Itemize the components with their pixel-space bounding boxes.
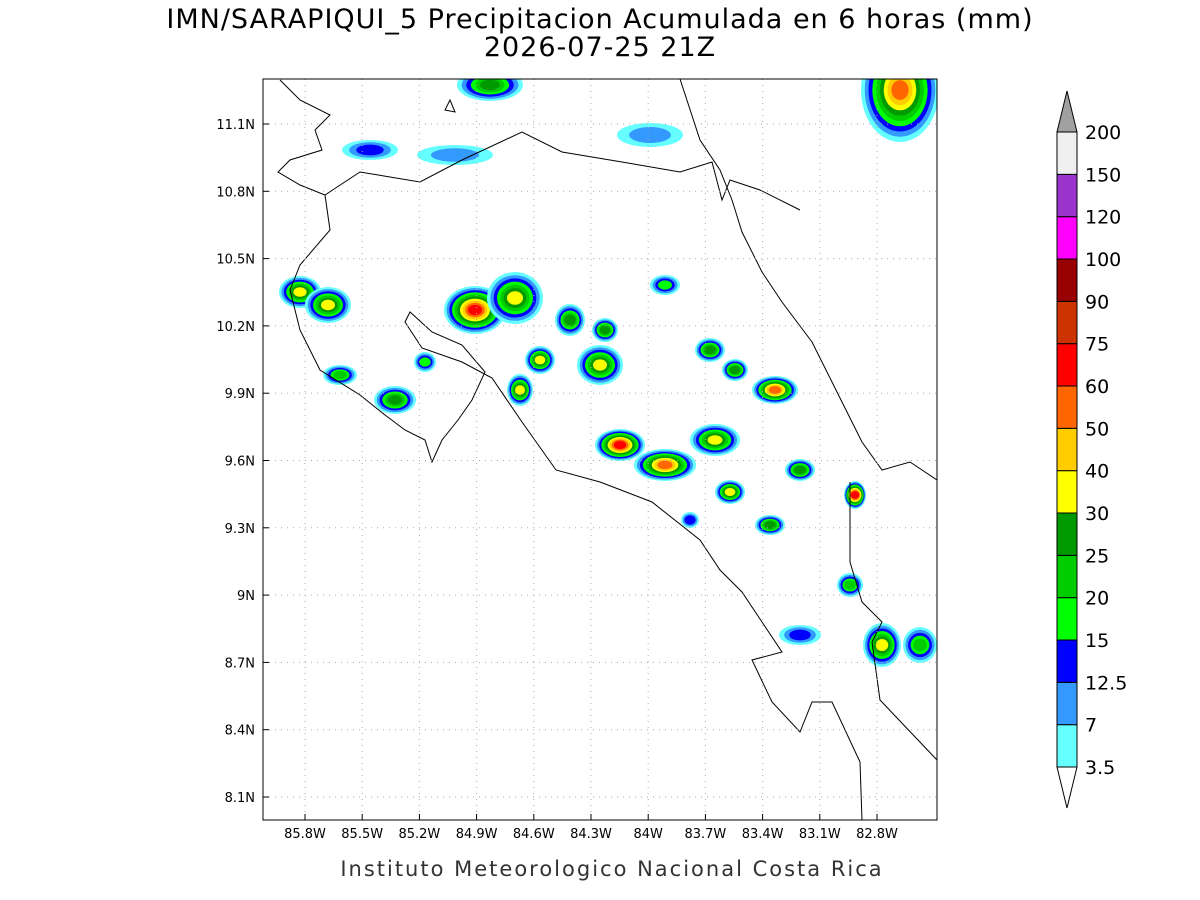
footer: Instituto Meteorologico Nacional Costa R… [340,857,883,881]
colorbar-label: 150 [1085,164,1121,186]
colorbar-box [1056,173,1078,218]
lon-label: 84.6W [513,827,555,842]
colorbar-box [1056,639,1078,683]
colorbar-box [1056,724,1078,768]
rain-cell [764,521,776,529]
lon-label: 82.8W [856,827,898,842]
rain-cell [564,314,576,326]
lon-label: 84.3W [570,827,612,842]
lat-label: 9.9N [225,387,255,402]
colorbar-label: 75 [1085,334,1109,356]
rain-cell [431,148,479,162]
colorbar-label: 20 [1085,588,1109,610]
title: IMN/SARAPIQUI_5 Precipitacion Acumulada … [166,4,1033,35]
lat-label: 8.4N [225,724,255,739]
lon-label: 83.4W [742,827,784,842]
lat-label: 8.7N [225,656,255,671]
colorbar-over [1056,90,1078,133]
precip-field [263,79,937,820]
lon-label: 84.9W [456,827,498,842]
rain-cell [844,580,856,590]
colorbar-box [1056,681,1078,726]
colorbar-box [1056,300,1078,345]
colorbar-box [1056,512,1078,556]
colorbar-label: 25 [1085,545,1109,567]
rain-cell [657,460,673,470]
colorbar-box [1056,385,1078,429]
rain-cell [507,291,523,305]
lon-label: 85.8W [284,827,326,842]
colorbar-label: 30 [1085,503,1109,525]
rain-cell [333,370,347,380]
rain-cell [593,359,607,371]
rain-cell [629,127,671,143]
rain-cell [534,355,546,365]
rain-cell [789,629,811,641]
colorbar-label: 120 [1085,207,1121,229]
rain-cell [684,515,696,525]
rain-cell [480,79,500,91]
lon-label: 83.7W [684,827,726,842]
rain-cell [913,638,927,652]
rain-cell [419,357,431,367]
rain-cell [704,345,716,355]
lon-label: 85.2W [398,827,440,842]
colorbar-label: 100 [1085,249,1121,271]
colorbar-label: 40 [1085,461,1109,483]
rain-cell [599,325,611,335]
rain-cell [321,299,335,311]
lat-label: 10.5N [216,253,255,268]
colorbar-box [1056,470,1078,514]
rain-cell [707,435,723,445]
lat-label: 9.6N [225,455,255,470]
colorbar-label: 12.5 [1085,672,1127,694]
colorbar-box [1056,554,1078,599]
colorbar-label: 60 [1085,376,1109,398]
lat-label: 10.8N [216,185,255,200]
rain-cell [768,386,782,394]
map-frame [262,78,938,821]
rain-cell [515,385,525,395]
colorbar-label: 3.5 [1085,757,1115,779]
lon-label: 83.1W [799,827,841,842]
lat-label: 10.2N [216,320,255,335]
rain-cell [293,287,307,297]
rain-cell [613,441,627,449]
colorbar-label: 50 [1085,418,1109,440]
rain-cell [891,80,909,100]
lat-label: 8.1N [225,791,255,806]
rain-cell [387,395,403,405]
colorbar-box [1056,258,1078,302]
rain-cell [468,304,482,316]
colorbar-box [1056,427,1078,472]
colorbar-label: 15 [1085,630,1109,652]
colorbar-box [1056,343,1078,387]
rain-cell [794,465,806,475]
rain-cell [658,280,672,290]
lat-label: 9N [237,589,255,604]
colorbar-box [1056,216,1078,260]
rain-cell [724,488,736,496]
lat-label: 9.3N [225,522,255,537]
rain-cell [729,365,741,375]
colorbar-label: 200 [1085,122,1121,144]
coastline [277,79,937,820]
rain-cell [875,639,889,651]
lat-label: 11.1N [216,118,255,133]
rain-cell [850,491,860,499]
colorbar-label: 7 [1085,715,1097,737]
colorbar-box [1056,131,1078,175]
lon-label: 85.5W [341,827,383,842]
rain-cell [356,144,384,156]
colorbar-label: 90 [1085,291,1109,313]
colorbar-box [1056,597,1078,641]
lon-label: 84W [633,827,663,842]
subtitle: 2026-07-25 21Z [484,32,716,63]
colorbar-under [1056,766,1078,809]
